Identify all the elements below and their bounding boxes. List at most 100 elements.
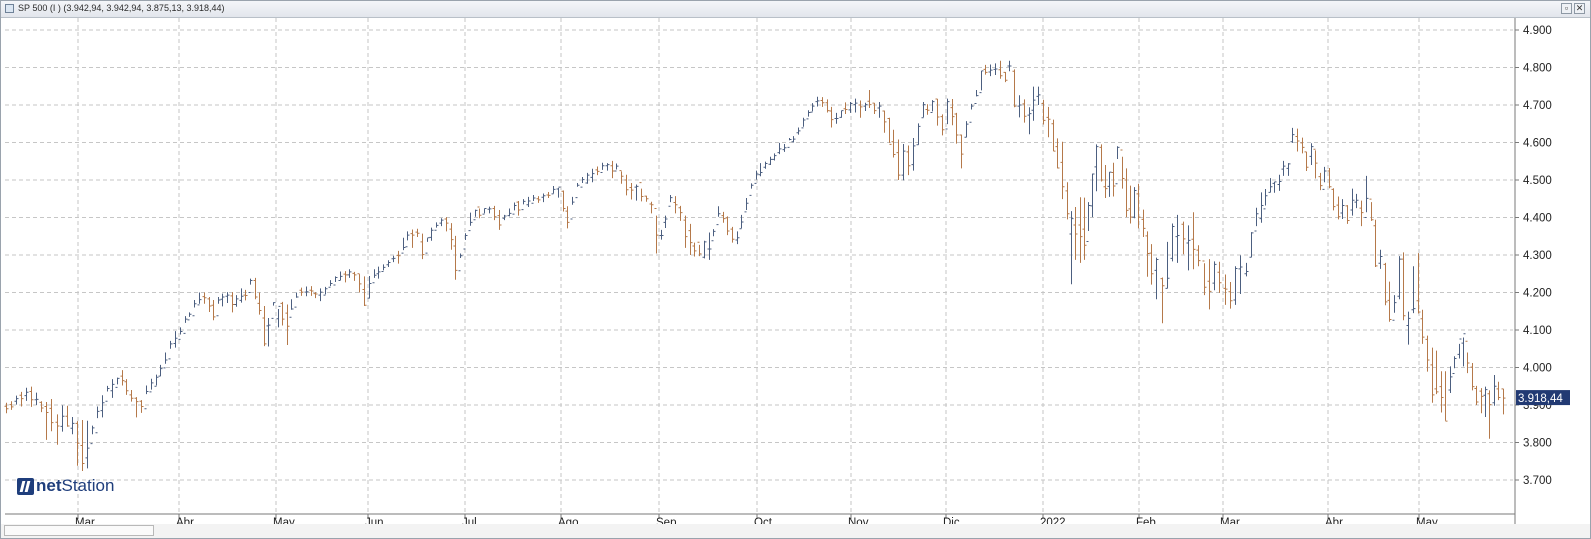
ohlc-bar [1430,347,1435,403]
ohlc-bar [872,102,877,114]
ohlc-bar [993,63,998,75]
ohlc-bar [925,104,930,115]
ohlc-bar [29,386,34,407]
ohlc-bar [644,195,649,202]
restore-button[interactable]: ▫ [1561,3,1572,14]
ohlc-bar [526,196,531,207]
logo-net-text: net [36,476,62,495]
ohlc-bar [1263,189,1268,210]
window-titlebar: SP 500 (I ) (3.942,94, 3.942,94, 3.875,1… [1,1,1590,18]
ohlc-bar [507,208,512,217]
ohlc-bar [65,405,70,427]
chart-scrollbar[interactable] [1,524,1590,538]
ohlc-bar [262,306,267,347]
ohlc-bar [1313,148,1318,179]
logo-station-text: Station [61,476,115,495]
ohlc-bar [512,202,517,215]
ohlc-bar [1007,60,1012,72]
ohlc-bar [1065,182,1070,220]
ohlc-bar [541,193,546,203]
ohlc-bar [239,288,244,303]
last-price-label: 3.918,44 [1518,393,1563,405]
time-tick-label: Dic [943,517,960,524]
ohlc-bar [1457,338,1462,359]
ohlc-bar [1046,106,1051,138]
ohlc-bar [739,214,744,230]
ohlc-bar [271,302,276,319]
ohlc-bar [935,98,940,126]
ohlc-bar [867,90,872,108]
ohlc-bar [257,292,262,315]
ohlc-bar [502,214,507,221]
ohlc-bar [1238,255,1243,294]
ohlc-bar [44,402,49,440]
ohlc-bar [34,392,39,405]
ohlc-bar [248,278,253,293]
ohlc-bar [163,352,168,369]
ohlc-bar [678,205,683,221]
ohlc-bar [230,292,235,313]
ohlc-bar [673,196,678,214]
ohlc-bar [754,170,759,184]
ohlc-bar [763,161,768,169]
ohlc-bar [1041,99,1046,125]
scrollbar-thumb[interactable] [4,525,154,536]
ohlc-bar [1378,249,1383,269]
ohlc-bar [202,292,207,304]
ohlc-bar [1132,187,1137,219]
ohlc-bar [1300,137,1305,154]
ohlc-bar [1003,71,1008,83]
close-button[interactable]: ✕ [1574,3,1585,14]
ohlc-bar [777,142,782,155]
ohlc-bar [1272,181,1277,193]
ohlc-bar [1017,95,1022,118]
time-tick-label: Jun [365,517,384,524]
ohlc-bar [853,98,858,113]
ohlc-bar [1191,212,1196,270]
ohlc-bar [100,395,105,418]
ohlc-bar [105,385,110,402]
price-chart[interactable]: 4.900 4.800 4.700 4.600 4.500 4.400 4.300 4.200… [1,18,1590,524]
ohlc-bar [1027,107,1032,135]
ohlc-bar [420,233,425,260]
ohlc-bar [1233,266,1238,305]
ohlc-bar [487,206,492,214]
ohlc-bar [716,206,721,226]
ohlc-bar [1268,178,1273,193]
ohlc-bar [848,102,853,113]
ohlc-bar [649,201,654,214]
ohlc-bar [1124,168,1129,218]
ohlc-bar [333,276,338,286]
ohlc-bar [19,391,24,407]
ohlc-bar [590,168,595,183]
ohlc-bar [357,273,362,293]
ohlc-bar [839,110,844,118]
ohlc-bar [1136,183,1141,229]
ohlc-bar [1175,214,1180,263]
ohlc-bar [843,102,848,114]
ohlc-bar [1492,375,1497,406]
ohlc-bar [1107,171,1112,197]
ohlc-bar [1483,386,1488,417]
ohlc-bar [477,206,482,219]
ohlc-bar [1202,260,1207,296]
ohlc-bar [463,233,468,250]
ohlc-bar [702,240,707,259]
ohlc-bar [410,229,415,248]
ohlc-bar [367,276,372,299]
ohlc-bar [772,153,777,161]
ohlc-bar [1031,86,1036,121]
ohlc-bar [810,103,815,113]
price-tick-label: 4.600 [1523,138,1552,150]
ohlc-bar [1304,151,1309,171]
netstation-logo: net Station [17,475,114,497]
ohlc-bar [197,292,202,306]
ohlc-bar [439,218,444,227]
ohlc-bar [634,184,639,201]
ohlc-bar [1439,371,1444,413]
ohlc-bar [1181,221,1186,255]
ohlc-bar [39,401,44,413]
ohlc-bar [115,377,120,388]
ohlc-bar [614,163,619,172]
ohlc-bar [343,271,348,283]
